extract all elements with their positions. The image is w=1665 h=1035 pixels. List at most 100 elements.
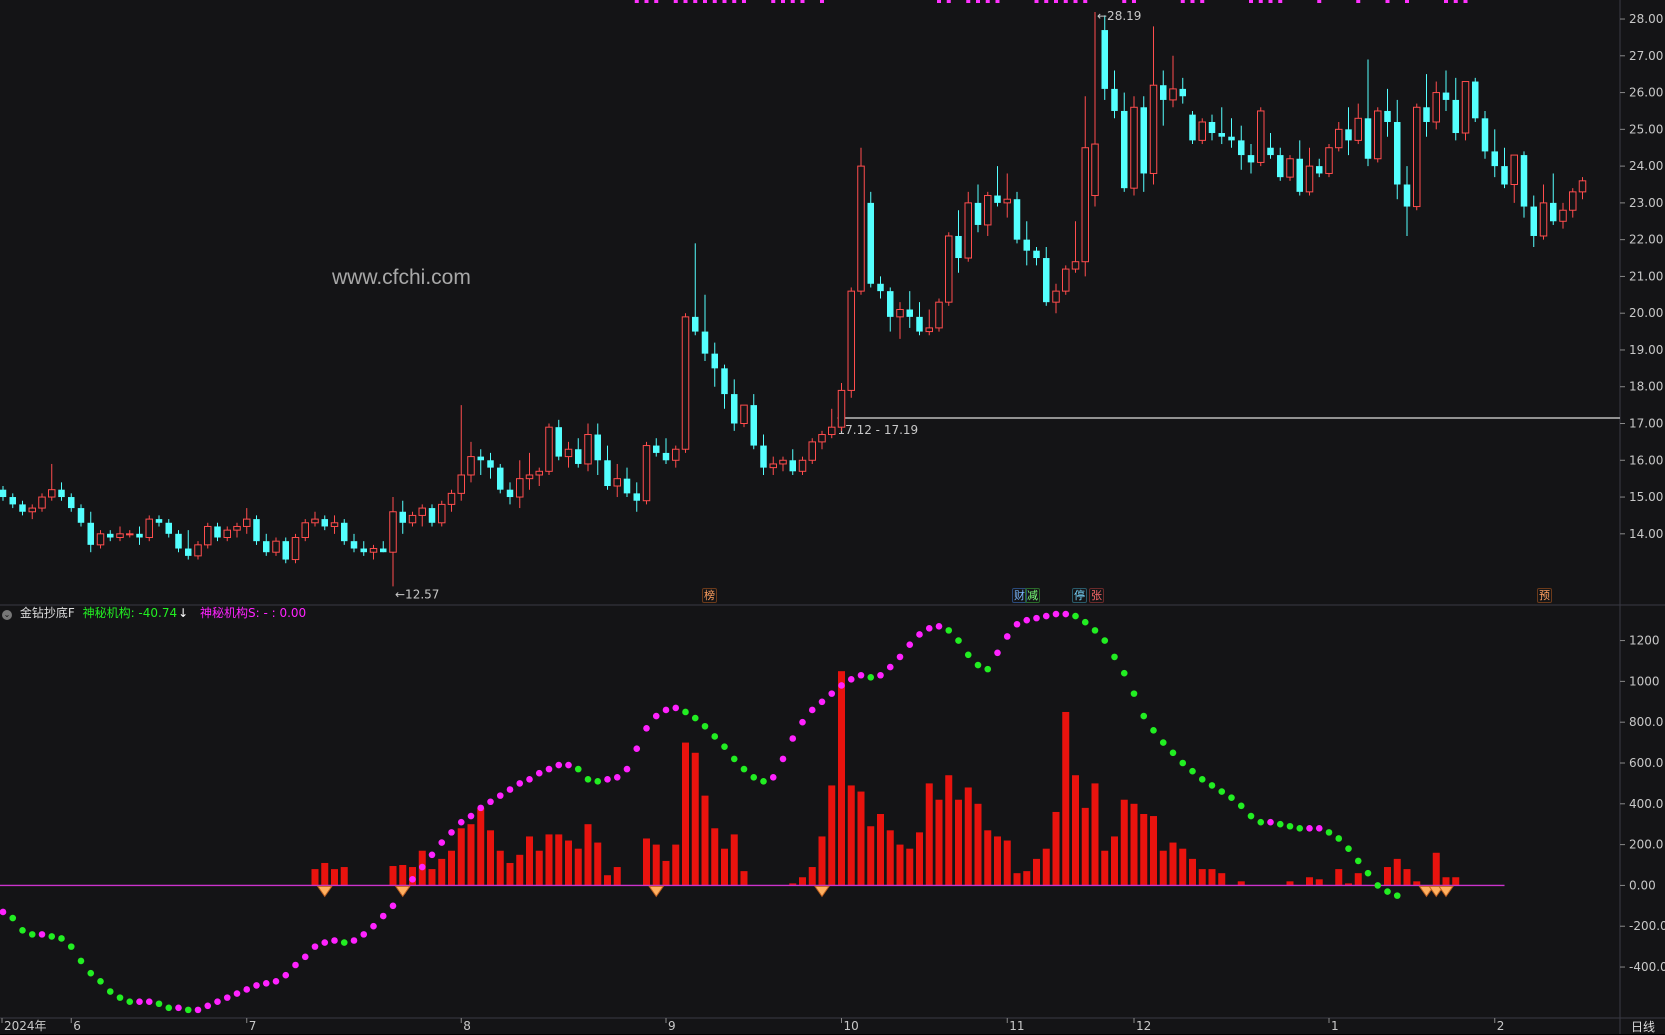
watermark: www.cfchi.com (332, 266, 471, 289)
candle (964, 202, 972, 259)
volume-bar (1286, 881, 1294, 886)
indicator-dot (516, 780, 524, 787)
collapse-icon[interactable]: ⌄ (2, 610, 12, 620)
candle (38, 496, 46, 509)
indicator-dot (1325, 829, 1333, 836)
top-signal-mark (937, 0, 941, 3)
candle (68, 497, 75, 509)
candle (798, 459, 807, 472)
volume-bar (818, 836, 826, 886)
indicator-dot (106, 988, 114, 995)
event-tag-jian[interactable]: 减 (1025, 588, 1040, 603)
candle (1530, 206, 1537, 236)
indicator-dot (496, 792, 504, 799)
volume-bar (594, 842, 602, 886)
candle (428, 508, 436, 523)
candle (545, 426, 553, 472)
indicator-dot (292, 961, 299, 969)
indicator-name[interactable]: 金钻抄底F (19, 606, 75, 620)
indicator-dot (87, 969, 95, 977)
top-signal-mark (976, 0, 980, 3)
candle (1003, 198, 1011, 204)
event-tag-cai[interactable]: 财 (1012, 588, 1027, 603)
volume-bar (1393, 858, 1401, 886)
indicator-dot (1052, 610, 1060, 618)
indicator-dot (175, 1004, 182, 1012)
candle (19, 504, 26, 512)
indicator-dot (643, 725, 650, 732)
indicator-dot (77, 957, 85, 965)
price-tick-label: 14.00 (1629, 527, 1663, 541)
event-tag-zhang[interactable]: 张 (1089, 588, 1104, 603)
candle (681, 316, 690, 450)
volume-bar (682, 742, 689, 886)
top-signal-mark (722, 0, 727, 3)
candle (291, 536, 300, 561)
event-tag-yu[interactable]: 预 (1537, 588, 1552, 603)
candle (1413, 106, 1421, 208)
candle (887, 291, 894, 317)
candle (1403, 184, 1411, 207)
volume-bar (945, 775, 953, 886)
indicator-dot (662, 706, 670, 714)
candle (477, 456, 484, 461)
candle (48, 489, 56, 498)
indicator-dot (1111, 653, 1118, 661)
candle (1091, 143, 1099, 197)
candle (1501, 166, 1508, 185)
price-tick-label: 25.00 (1629, 122, 1663, 136)
candle (721, 368, 728, 395)
indicator-dot (448, 829, 455, 836)
indicator-dot (116, 994, 124, 1001)
candle (692, 316, 699, 332)
top-signal-mark (1083, 0, 1088, 3)
date-tick-label: 10 (844, 1019, 859, 1033)
volume-bar (1345, 883, 1352, 886)
event-tag-ting[interactable]: 停 (1072, 588, 1087, 603)
volume-bar (877, 814, 884, 886)
indicator-dot (418, 863, 426, 871)
indicator-dot (808, 706, 816, 714)
top-signal-mark (966, 0, 971, 3)
indicator-dot (935, 622, 943, 630)
date-tick-label: 12 (1136, 1019, 1151, 1033)
indicator-dot (19, 927, 26, 934)
candle (701, 331, 709, 354)
indicator-dot (282, 971, 290, 979)
volume-bar (886, 830, 894, 886)
top-signal-mark (1180, 0, 1185, 3)
indicator-dot (1120, 669, 1128, 677)
volume-bar (964, 787, 972, 886)
volume-bar (506, 862, 514, 886)
candle (857, 165, 865, 292)
indicator-dot (1033, 614, 1040, 622)
indicator-dot (604, 776, 611, 783)
candle (1423, 107, 1430, 122)
candle (1520, 155, 1528, 207)
indicator-dot (682, 708, 689, 716)
price-tick-label: 17.00 (1629, 417, 1663, 431)
indicator-dot (1179, 759, 1187, 767)
indicator-dot (48, 933, 56, 940)
candle (369, 548, 378, 553)
indicator-dot (331, 937, 338, 944)
top-signal-mark (654, 0, 659, 3)
indicator-dot (1081, 618, 1089, 626)
candle (867, 202, 874, 284)
volume-bar (1198, 869, 1206, 886)
candle (1033, 250, 1040, 259)
period-label[interactable]: 日线 (1631, 1020, 1656, 1034)
price-tick-label: 27.00 (1629, 49, 1663, 63)
indicator-dot (67, 943, 75, 950)
indicator-dot (321, 939, 329, 946)
candle (945, 235, 953, 303)
candle (740, 404, 748, 425)
indicator-dot (1091, 627, 1099, 634)
event-tag-bang[interactable]: 榜 (702, 588, 717, 603)
top-signal-mark (634, 0, 639, 3)
candle (1238, 140, 1245, 156)
candle (233, 525, 241, 531)
top-signal-mark (1258, 0, 1263, 3)
candle (1374, 110, 1382, 160)
